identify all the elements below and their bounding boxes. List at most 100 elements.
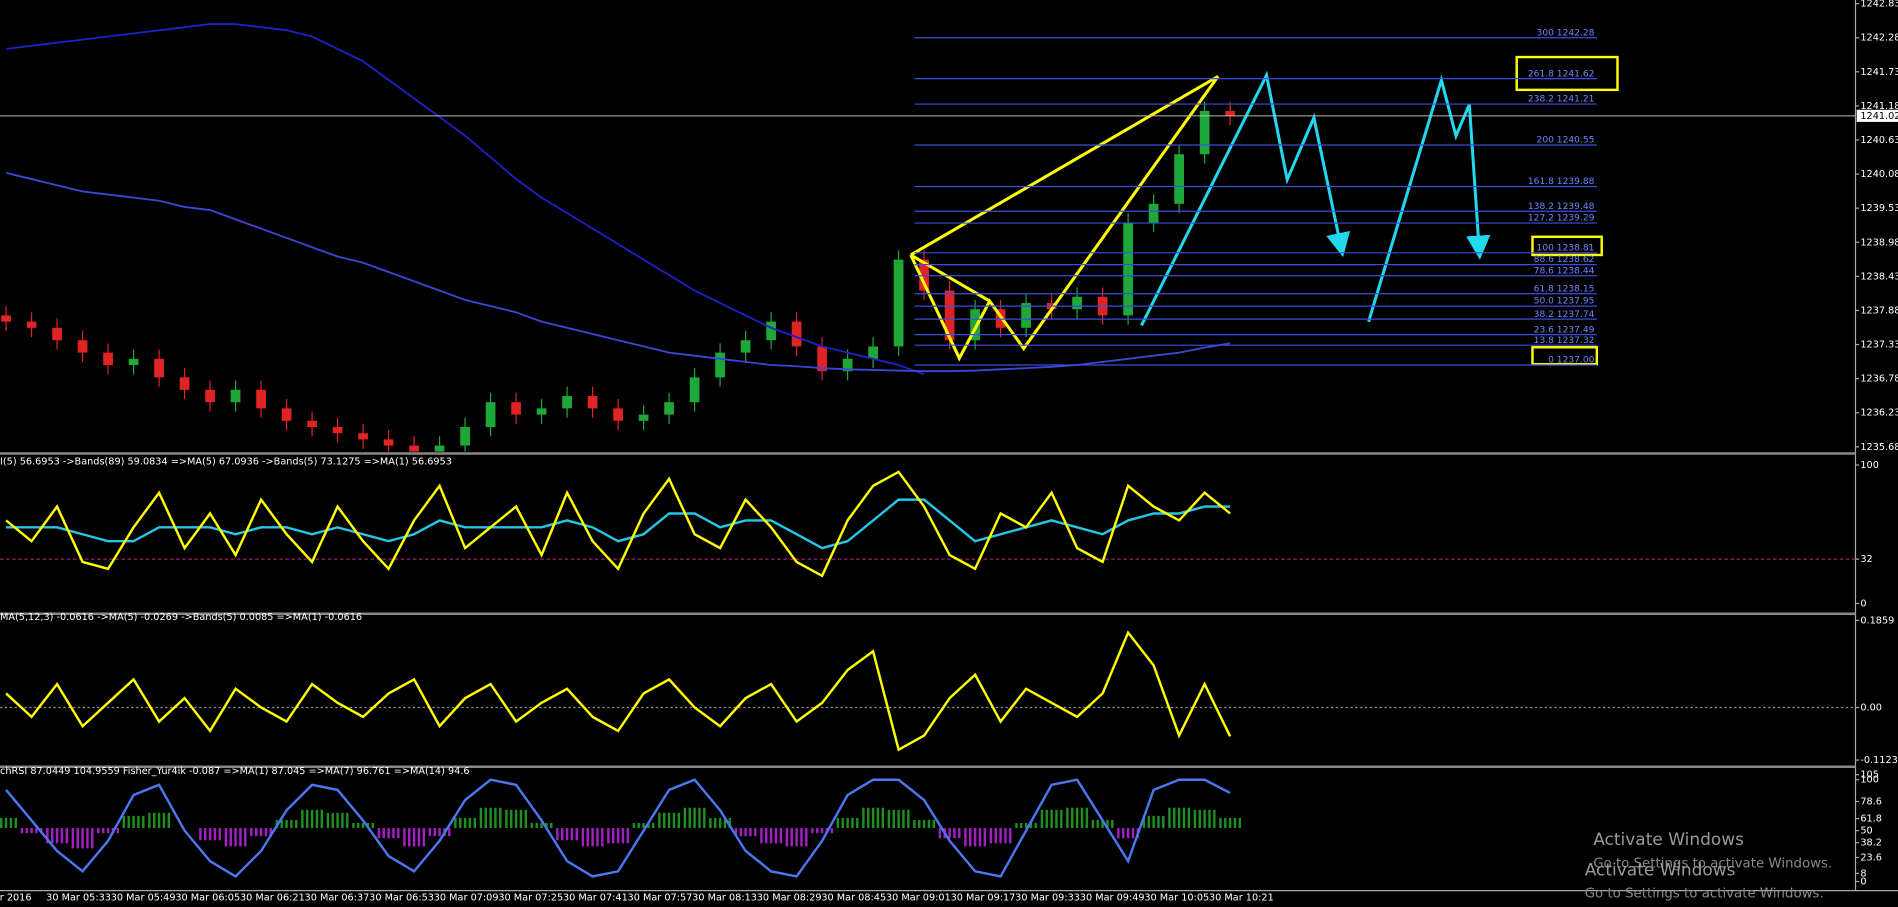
highlight-box bbox=[1515, 55, 1619, 92]
y-tick-label: 1235.68 bbox=[1860, 442, 1898, 453]
candle-body bbox=[383, 439, 394, 446]
candle-body bbox=[358, 433, 368, 440]
y-tick-label: 1237.33 bbox=[1860, 340, 1898, 351]
y-tick-label: 38.2 bbox=[1860, 838, 1882, 849]
fib-label: 100 1238.81 bbox=[1537, 243, 1595, 253]
fib-label: 50.0 1237.95 bbox=[1534, 297, 1595, 307]
series-line bbox=[5, 778, 1231, 878]
x-tick-label: 30 Mar 05:49 bbox=[111, 892, 176, 903]
y-tick-label: 1241.73 bbox=[1860, 67, 1898, 78]
y-tick-label: 1238.98 bbox=[1860, 237, 1898, 248]
candle-body bbox=[332, 426, 343, 434]
x-tick-label: 30 Mar 09:17 bbox=[951, 892, 1016, 903]
x-tick-label: 30 Mar 07:25 bbox=[498, 892, 563, 903]
main-plot bbox=[1, 23, 1235, 452]
candle-body bbox=[511, 402, 521, 415]
y-tick-label: 0 bbox=[1860, 598, 1866, 609]
candle-body bbox=[715, 352, 725, 378]
y-tick-label: 105 bbox=[1860, 770, 1879, 781]
fib-label: 88.6 1238.62 bbox=[1534, 255, 1595, 265]
x-tick-label: Mar 2016 bbox=[0, 892, 32, 903]
highlight-box bbox=[1531, 346, 1599, 366]
fib-label: 138.2 1239.48 bbox=[1528, 202, 1595, 212]
x-tick-label: 30 Mar 07:09 bbox=[434, 892, 499, 903]
y-tick-label: 1236.23 bbox=[1860, 408, 1898, 419]
yellow-pattern bbox=[909, 75, 1220, 362]
candle-body bbox=[536, 408, 547, 415]
cyan-projection bbox=[1367, 74, 1491, 323]
candle-body bbox=[1072, 296, 1082, 310]
series-line bbox=[5, 630, 1232, 752]
fib-label: 78.6 1238.44 bbox=[1534, 266, 1595, 276]
y-tick-label: 32 bbox=[1860, 554, 1872, 565]
y-tick-label: 50 bbox=[1860, 826, 1872, 837]
candle-body bbox=[77, 340, 88, 353]
fib-label: 13.8 1237.32 bbox=[1534, 336, 1595, 346]
x-tick-label: 30 Mar 06:53 bbox=[369, 892, 434, 903]
cyan-projection bbox=[1140, 70, 1351, 327]
candle-body bbox=[970, 309, 980, 341]
y-tick-label: 0 bbox=[1860, 877, 1866, 888]
candle-body bbox=[154, 358, 164, 378]
candle-body bbox=[1174, 154, 1184, 204]
candle-body bbox=[230, 389, 241, 403]
candle-body bbox=[944, 290, 955, 341]
x-tick-label: 30 Mar 08:13 bbox=[692, 892, 757, 903]
x-tick-label: 30 Mar 07:41 bbox=[563, 892, 628, 903]
candle-body bbox=[1148, 203, 1159, 223]
x-tick-label: 30 Mar 06:37 bbox=[305, 892, 370, 903]
y-tick-label: 1242.28 bbox=[1860, 33, 1898, 44]
highlight-box bbox=[1531, 235, 1603, 257]
fib-label: 61.8 1238.15 bbox=[1534, 284, 1595, 294]
candle-body bbox=[587, 395, 598, 409]
x-tick-label: 30 Mar 10:05 bbox=[1144, 892, 1209, 903]
candle-body bbox=[307, 420, 317, 427]
y-tick-label: -0.1123 bbox=[1860, 755, 1897, 766]
drawn-patterns bbox=[909, 55, 1619, 366]
candle-body bbox=[740, 340, 751, 353]
y-tick-label: 1239.53 bbox=[1860, 203, 1898, 214]
current-price-box bbox=[1856, 109, 1898, 122]
y-tick-label: 1236.78 bbox=[1860, 374, 1898, 385]
candle-body bbox=[1021, 303, 1031, 328]
candle-body bbox=[1199, 110, 1210, 155]
fib-label: 238.2 1241.21 bbox=[1528, 95, 1595, 105]
indicator-header: I(5) 56.6953 ->Bands(89) 59.0834 =>MA(5)… bbox=[0, 456, 452, 467]
y-tick-label: 100 bbox=[1860, 775, 1879, 786]
fib-label: 38.2 1237.74 bbox=[1534, 310, 1595, 320]
candle-body bbox=[256, 389, 266, 409]
x-tick-label: 30 Mar 10:21 bbox=[1209, 892, 1274, 903]
candle-body bbox=[1225, 110, 1235, 116]
series-line bbox=[5, 23, 925, 376]
watermark-title: Activate Windows bbox=[1585, 861, 1736, 881]
y-tick-label: 1242.83 bbox=[1860, 0, 1898, 10]
x-tick-label: 30 Mar 06:05 bbox=[175, 892, 240, 903]
candle-body bbox=[791, 321, 802, 347]
candle-body bbox=[205, 389, 215, 403]
candle-body bbox=[179, 377, 190, 390]
candle-body bbox=[1123, 222, 1133, 316]
current-price-label: 1241.02 bbox=[1860, 111, 1898, 122]
candle-body bbox=[919, 259, 929, 291]
y-tick-label: 1241.18 bbox=[1860, 101, 1898, 112]
candle-body bbox=[562, 395, 572, 409]
y-tick-label: 1237.88 bbox=[1860, 305, 1898, 316]
fib-label: 261.8 1241.62 bbox=[1528, 69, 1595, 79]
candle-body bbox=[52, 327, 62, 341]
candle-body bbox=[485, 402, 496, 427]
candle-body bbox=[281, 408, 292, 421]
x-tick-label: 30 Mar 05:33 bbox=[46, 892, 111, 903]
x-tick-label: 30 Mar 08:45 bbox=[821, 892, 886, 903]
y-tick-label: 1240.08 bbox=[1860, 169, 1898, 180]
candle-body bbox=[434, 445, 445, 452]
candle-body bbox=[128, 358, 139, 366]
x-tick-label: 30 Mar 09:49 bbox=[1080, 892, 1145, 903]
y-tick-label: 0.1859 bbox=[1860, 615, 1894, 626]
candle-body bbox=[689, 377, 700, 403]
fib-label: 0 1237.00 bbox=[1548, 356, 1594, 366]
y-tick-label: 1238.43 bbox=[1860, 271, 1898, 282]
y-tick-label: 61.8 bbox=[1860, 814, 1882, 825]
y-tick-label: 0.00 bbox=[1860, 702, 1882, 713]
